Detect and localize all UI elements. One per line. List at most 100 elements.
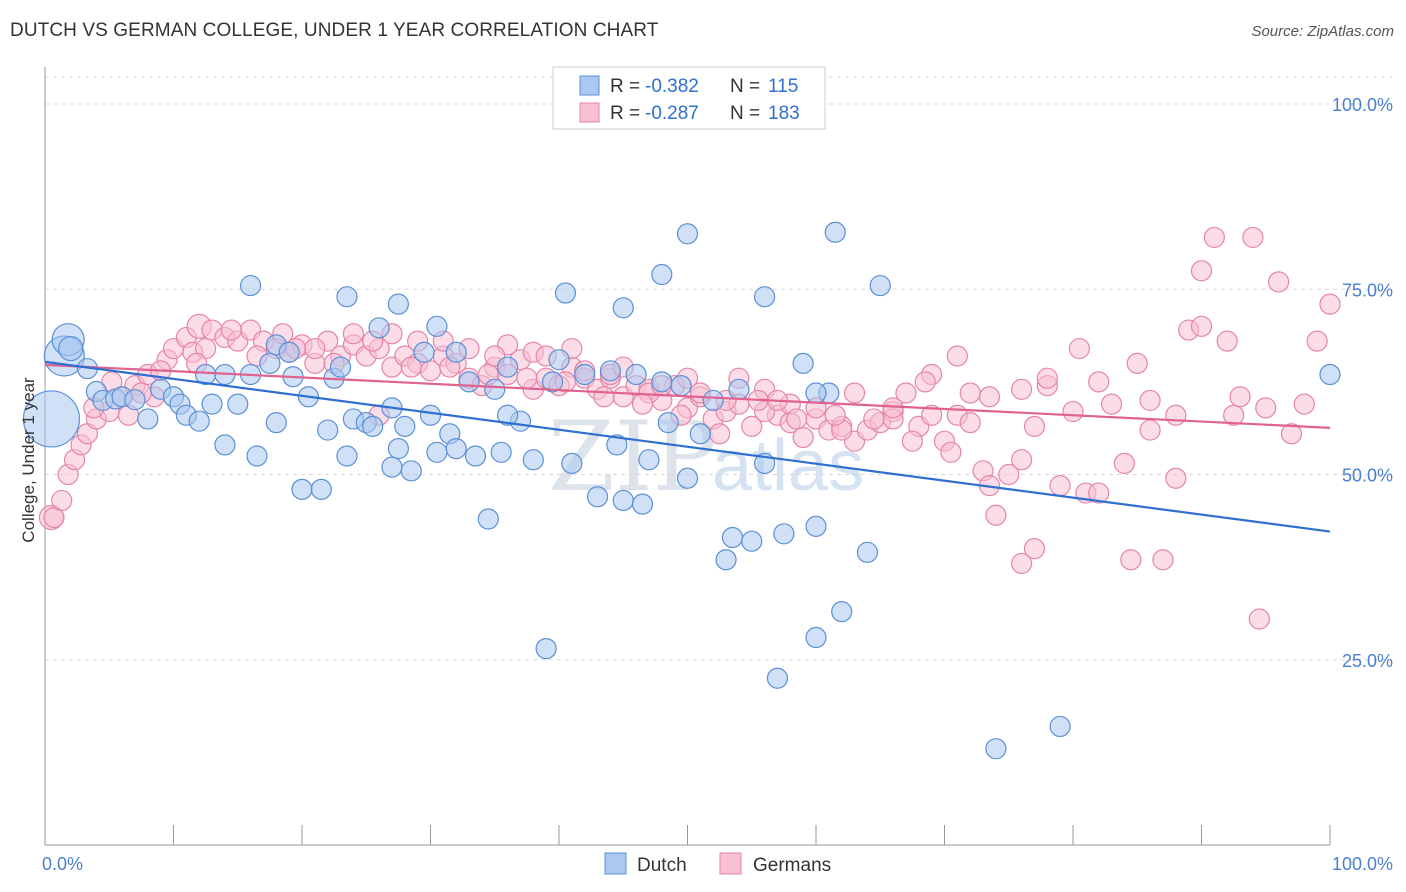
dutch-point (188, 410, 210, 432)
dutch-point (58, 335, 84, 362)
germans-point (959, 412, 981, 434)
bottom-legend: Dutch Germans (604, 852, 831, 876)
germans-point (400, 356, 422, 378)
germans-point (1306, 330, 1328, 352)
dutch-point (670, 375, 692, 397)
dutch-point (715, 549, 737, 571)
germans-r-label: R = (610, 103, 640, 124)
germans-point (1248, 608, 1270, 630)
dutch-point (426, 441, 448, 463)
germans-point (1088, 371, 1110, 393)
germans-points (38, 226, 1341, 630)
dutch-point (259, 352, 281, 374)
germans-point (1152, 549, 1174, 571)
dutch-point (477, 508, 499, 530)
dutch-point (1319, 363, 1341, 386)
legend-germans-swatch (719, 852, 742, 875)
germans-point (1190, 315, 1213, 337)
dutch-point (419, 404, 442, 426)
germans-point (1190, 260, 1213, 282)
germans-point (1120, 549, 1142, 571)
germans-point (895, 382, 917, 404)
legend-dutch-label: Dutch (637, 855, 687, 876)
dutch-point (561, 452, 583, 475)
dutch-point (497, 356, 519, 378)
germans-point (1010, 449, 1033, 471)
dutch-point (702, 389, 724, 412)
dutch-r-value: -0.382 (645, 76, 699, 97)
germans-point (914, 371, 936, 393)
dutch-point (240, 274, 262, 297)
x-tick-label: 0.0% (42, 854, 83, 874)
dutch-point (985, 738, 1007, 760)
dutch-point (246, 445, 268, 467)
dutch-point (741, 530, 763, 552)
germans-n-value: 183 (768, 103, 800, 124)
dutch-point (728, 378, 750, 400)
dutch-point (458, 371, 480, 393)
dutch-stats-swatch (579, 75, 600, 96)
dutch-point (606, 434, 628, 456)
dutch-point (625, 363, 647, 386)
x-tick-label: 100.0% (1332, 854, 1393, 874)
dutch-point (773, 523, 795, 545)
dutch-point (387, 293, 409, 315)
dutch-point (856, 541, 879, 563)
germans-point (1113, 452, 1136, 475)
germans-point (1049, 475, 1071, 497)
y-tick-label: 50.0% (1342, 466, 1393, 486)
germans-point (1126, 352, 1148, 374)
dutch-point (721, 526, 744, 549)
dutch-trend-line (44, 360, 1331, 533)
dutch-n-label: N = (730, 76, 760, 97)
dutch-point (310, 478, 332, 500)
germans-point (1010, 378, 1033, 400)
germans-point (985, 504, 1007, 526)
y-tick-label: 100.0% (1332, 95, 1393, 115)
germans-point (1068, 337, 1091, 360)
germans-point (1216, 330, 1238, 352)
germans-point (1293, 393, 1315, 415)
dutch-point (657, 412, 679, 434)
dutch-point (612, 297, 634, 319)
germans-point (1280, 423, 1303, 445)
germans-point (1255, 397, 1277, 419)
dutch-point (497, 404, 519, 426)
germans-point (741, 415, 763, 437)
dutch-point (535, 638, 557, 660)
germans-point (792, 426, 814, 449)
germans-point (1088, 482, 1110, 504)
germans-stats-swatch (579, 102, 600, 123)
germans-point (593, 386, 615, 408)
germans-point (342, 323, 364, 345)
dutch-point (387, 437, 409, 460)
dutch-point (445, 437, 467, 460)
germans-point (1203, 226, 1225, 249)
germans-n-label: N = (730, 103, 760, 124)
dutch-point (651, 263, 673, 286)
dutch-point (676, 467, 699, 489)
germans-point (901, 430, 923, 452)
dutch-point (490, 441, 512, 463)
germans-point (978, 386, 1001, 408)
chart-title: DUTCH VS GERMAN COLLEGE, UNDER 1 YEAR CO… (10, 20, 659, 41)
dutch-point (445, 341, 467, 363)
germans-point (1229, 386, 1251, 408)
dutch-point (599, 360, 622, 382)
dutch-point (278, 341, 300, 363)
dutch-point (400, 460, 422, 482)
dutch-point (22, 390, 81, 448)
dutch-point (426, 315, 448, 337)
germans-point (863, 408, 885, 430)
legend-germans-label: Germans (753, 855, 831, 876)
dutch-r-label: R = (610, 76, 640, 97)
dutch-point (574, 363, 596, 386)
germans-point (220, 319, 242, 341)
dutch-point (464, 445, 487, 467)
dutch-point (676, 223, 699, 245)
dutch-point (548, 349, 570, 371)
dutch-point (413, 341, 435, 363)
germans-point (998, 463, 1020, 486)
dutch-point (805, 515, 827, 537)
germans-r-value: -0.287 (645, 103, 699, 124)
